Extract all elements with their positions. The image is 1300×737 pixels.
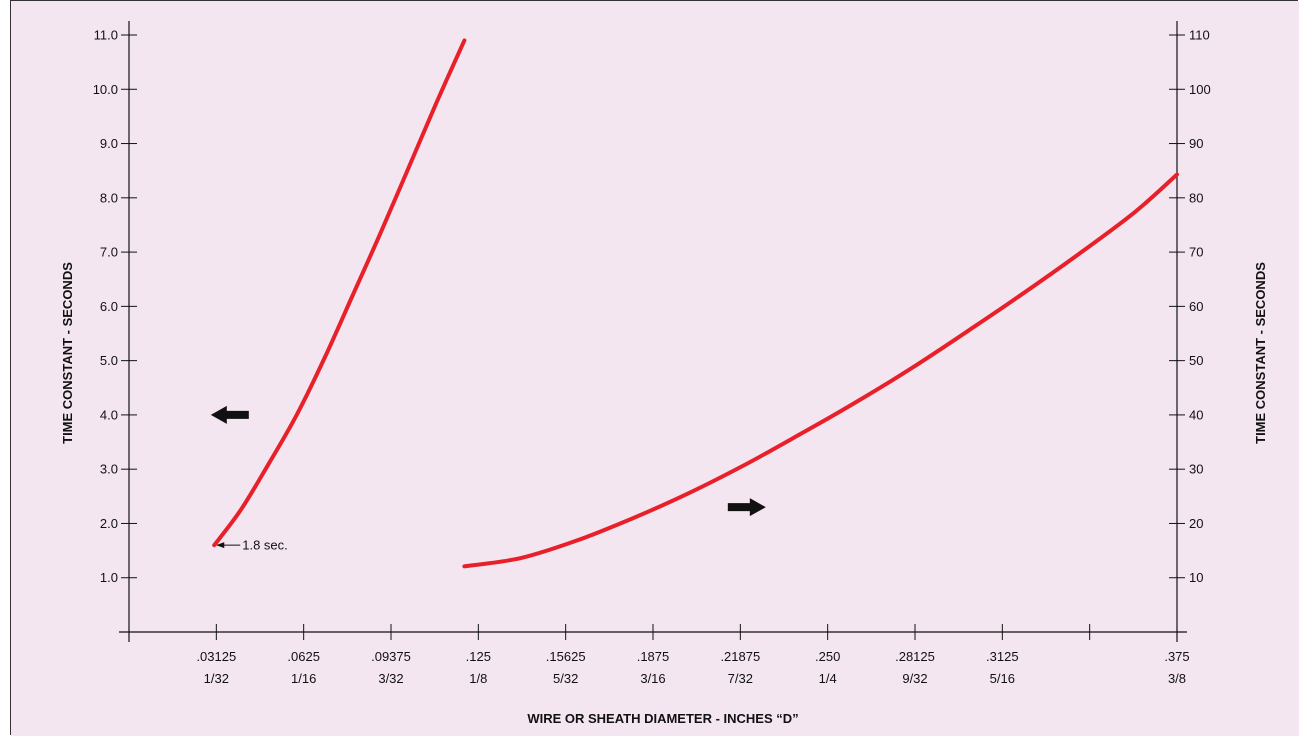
tick-marks [121, 34, 1185, 640]
x-tick-label-decimal: .21875 [720, 649, 760, 664]
x-tick-label-fraction: 5/32 [553, 671, 578, 686]
y-tick-label-right: 20 [1189, 516, 1203, 531]
x-tick-label-decimal: .375 [1164, 649, 1189, 664]
y-axis-title-right: TIME CONSTANT - SECONDS [1253, 262, 1268, 444]
x-tick-label-decimal: .03125 [196, 649, 236, 664]
y-tick-label-left: 3.0 [100, 462, 118, 477]
x-tick-label-fraction: 7/32 [728, 671, 753, 686]
y-tick-label-right: 50 [1189, 353, 1203, 368]
series-line-left [212, 38, 467, 548]
plot-background [11, 1, 1299, 736]
y-tick-label-right: 110 [1189, 28, 1210, 43]
x-tick-label-fraction: 1/4 [819, 671, 837, 686]
y-tick-label-right: 30 [1189, 462, 1203, 477]
x-tick-label-fraction: 9/32 [902, 671, 927, 686]
callout-label: 1.8 sec. [242, 538, 288, 553]
x-tick-label-decimal: .1875 [637, 649, 670, 664]
tick-labels: 1.0 2.0 3.0 4.0 5.0 6.0 7.0 8.0 9.0 10.0 11.0 10 20 3… [93, 28, 1211, 687]
y-tick-label-left: 8.0 [100, 190, 118, 205]
x-tick-label-fraction: 3/32 [378, 671, 403, 686]
x-tick-label-decimal: .0625 [287, 649, 320, 664]
x-tick-label-decimal: .09375 [371, 649, 411, 664]
y-tick-label-right: 40 [1189, 407, 1203, 422]
x-tick-label-fraction: 1/16 [291, 671, 316, 686]
y-tick-label-right: 10 [1189, 570, 1203, 585]
right-axis-arrow [727, 498, 766, 517]
y-tick-label-left: 7.0 [100, 245, 118, 260]
y-tick-label-left: 10.0 [93, 82, 118, 97]
y-tick-label-right: 100 [1189, 82, 1211, 97]
y-tick-label-right: 70 [1189, 245, 1203, 260]
series-line-right [462, 172, 1179, 569]
x-tick-label-decimal: .125 [466, 649, 491, 664]
y-tick-label-left: 11.0 [94, 28, 118, 43]
y-tick-label-left: 6.0 [100, 299, 118, 314]
y-axis-title-left: TIME CONSTANT - SECONDS [60, 262, 75, 444]
y-tick-label-left: 5.0 [100, 353, 118, 368]
time-constant-chart: 1.0 2.0 3.0 4.0 5.0 6.0 7.0 8.0 9.0 10.0 11.0 10 20 3… [11, 1, 1299, 736]
y-tick-label-left: 1.0 [100, 570, 118, 585]
y-tick-label-right: 60 [1189, 299, 1203, 314]
callout-arrowhead [216, 542, 225, 549]
x-tick-label-fraction: 5/16 [990, 671, 1015, 686]
x-tick-label-fraction: 3/8 [1168, 671, 1186, 686]
x-tick-label-fraction: 1/8 [469, 671, 487, 686]
x-tick-label-decimal: .28125 [895, 649, 935, 664]
left-axis-arrow [210, 405, 249, 424]
y-tick-label-left: 4.0 [100, 407, 118, 422]
x-tick-label-fraction: 1/32 [204, 671, 229, 686]
y-tick-label-right: 80 [1189, 190, 1203, 205]
x-tick-label-decimal: .15625 [546, 649, 586, 664]
x-tick-label-decimal: .250 [815, 649, 840, 664]
y-tick-label-left: 2.0 [100, 516, 118, 531]
y-tick-label-right: 90 [1189, 136, 1203, 151]
x-tick-label-fraction: 3/16 [640, 671, 665, 686]
annotations: 1.8 sec. [210, 405, 766, 553]
data-curves [212, 38, 1179, 569]
y-tick-label-left: 9.0 [100, 136, 118, 151]
x-tick-label-decimal: .3125 [986, 649, 1019, 664]
x-axis-title: WIRE OR SHEATH DIAMETER - INCHES “D” [527, 711, 798, 726]
chart-frame: 1.0 2.0 3.0 4.0 5.0 6.0 7.0 8.0 9.0 10.0 11.0 10 20 3… [10, 0, 1299, 736]
